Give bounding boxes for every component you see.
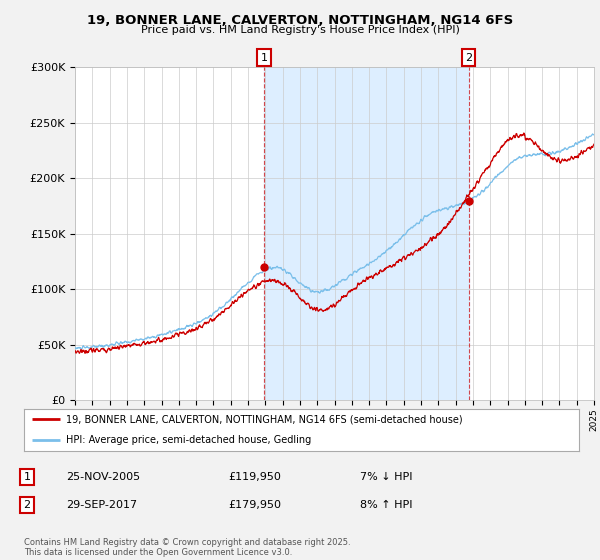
Text: 7% ↓ HPI: 7% ↓ HPI — [360, 472, 413, 482]
Text: £119,950: £119,950 — [228, 472, 281, 482]
Text: 2: 2 — [465, 53, 472, 63]
Text: 29-SEP-2017: 29-SEP-2017 — [66, 500, 137, 510]
Bar — [264, 67, 469, 400]
Text: £179,950: £179,950 — [228, 500, 281, 510]
Text: 8% ↑ HPI: 8% ↑ HPI — [360, 500, 413, 510]
Text: 1: 1 — [260, 53, 268, 63]
Text: Price paid vs. HM Land Registry's House Price Index (HPI): Price paid vs. HM Land Registry's House … — [140, 25, 460, 35]
Text: 19, BONNER LANE, CALVERTON, NOTTINGHAM, NG14 6FS: 19, BONNER LANE, CALVERTON, NOTTINGHAM, … — [87, 14, 513, 27]
Text: 2: 2 — [23, 500, 31, 510]
Text: 25-NOV-2005: 25-NOV-2005 — [66, 472, 140, 482]
Text: 1: 1 — [23, 472, 31, 482]
Text: 19, BONNER LANE, CALVERTON, NOTTINGHAM, NG14 6FS (semi-detached house): 19, BONNER LANE, CALVERTON, NOTTINGHAM, … — [65, 414, 462, 424]
Text: HPI: Average price, semi-detached house, Gedling: HPI: Average price, semi-detached house,… — [65, 435, 311, 445]
Text: Contains HM Land Registry data © Crown copyright and database right 2025.
This d: Contains HM Land Registry data © Crown c… — [24, 538, 350, 557]
